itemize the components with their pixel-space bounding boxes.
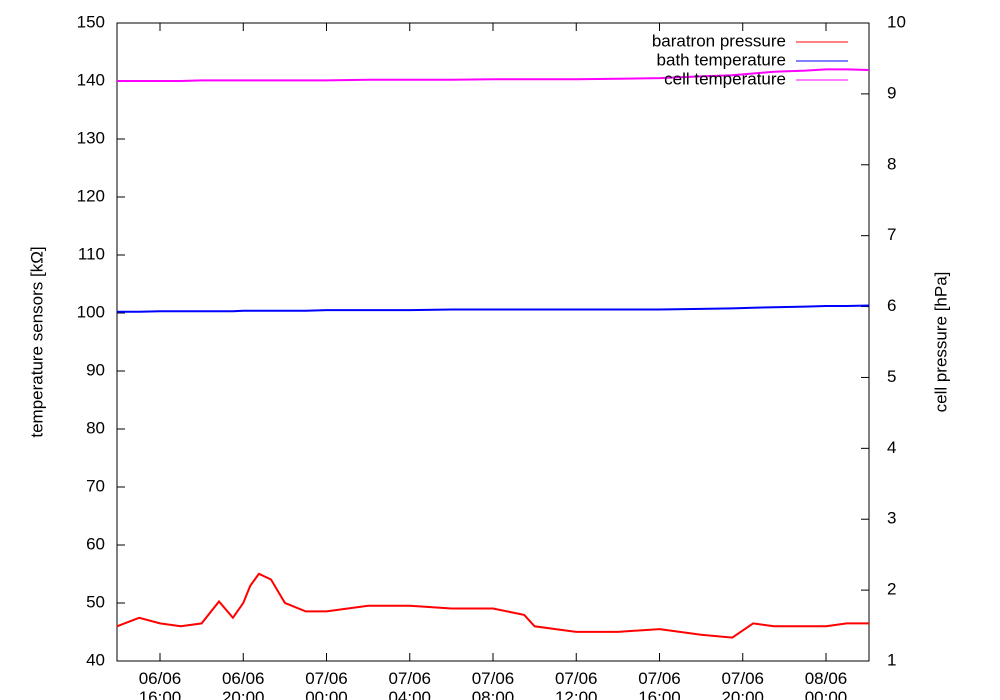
- y2-tick-label: 1: [887, 650, 896, 669]
- y-tick-label: 70: [86, 476, 105, 495]
- legend-label: bath temperature: [657, 50, 786, 69]
- y2-tick-label: 10: [887, 12, 906, 31]
- plot-frame: [116, 22, 870, 662]
- y-tick-label: 80: [86, 418, 105, 437]
- x-tick-label: 07/06 04:00: [388, 669, 432, 700]
- legend-label: baratron pressure: [652, 31, 786, 50]
- y-tick-label: 100: [77, 302, 105, 321]
- x-tick-label: 08/06 00:00: [804, 669, 848, 700]
- series-line: [117, 304, 870, 313]
- y-tick-label: 150: [77, 12, 105, 31]
- y2-tick-label: 9: [887, 83, 896, 102]
- y-tick-label: 120: [77, 186, 105, 205]
- y2-tick-label: 7: [887, 225, 896, 244]
- y2-tick-label: 6: [887, 296, 896, 315]
- y-tick-label: 60: [86, 534, 105, 553]
- series-line: [117, 68, 870, 82]
- y2-tick-label: 3: [887, 509, 896, 528]
- y-tick-label: 130: [77, 128, 105, 147]
- y-axis-label: temperature sensors [kΩ]: [27, 246, 46, 437]
- x-tick-label: 07/06 12:00: [554, 669, 598, 700]
- x-tick-label: 07/06 20:00: [721, 669, 764, 700]
- series-line: [116, 572, 869, 639]
- y2-tick-label: 5: [887, 367, 896, 386]
- x-tick-label: 07/06 08:00: [471, 669, 515, 700]
- legend-label: cell temperature: [664, 69, 786, 88]
- x-tick-label: 07/06 00:00: [305, 669, 348, 700]
- y2-tick-label: 8: [887, 154, 896, 173]
- y2-axis-label: cell pressure [hPa]: [931, 272, 950, 413]
- y-tick-label: 50: [86, 592, 105, 611]
- y-tick-label: 110: [78, 244, 105, 263]
- x-tick-label: 06/06 20:00: [221, 669, 265, 700]
- y-tick-label: 140: [77, 70, 105, 89]
- x-tick-label: 06/06 16:00: [138, 669, 182, 700]
- x-tick-label: 07/06 16:00: [638, 669, 681, 700]
- y-tick-label: 90: [86, 360, 105, 379]
- y-tick-label: 40: [86, 650, 105, 669]
- y2-tick-label: 4: [887, 438, 896, 457]
- y2-tick-label: 2: [887, 580, 896, 599]
